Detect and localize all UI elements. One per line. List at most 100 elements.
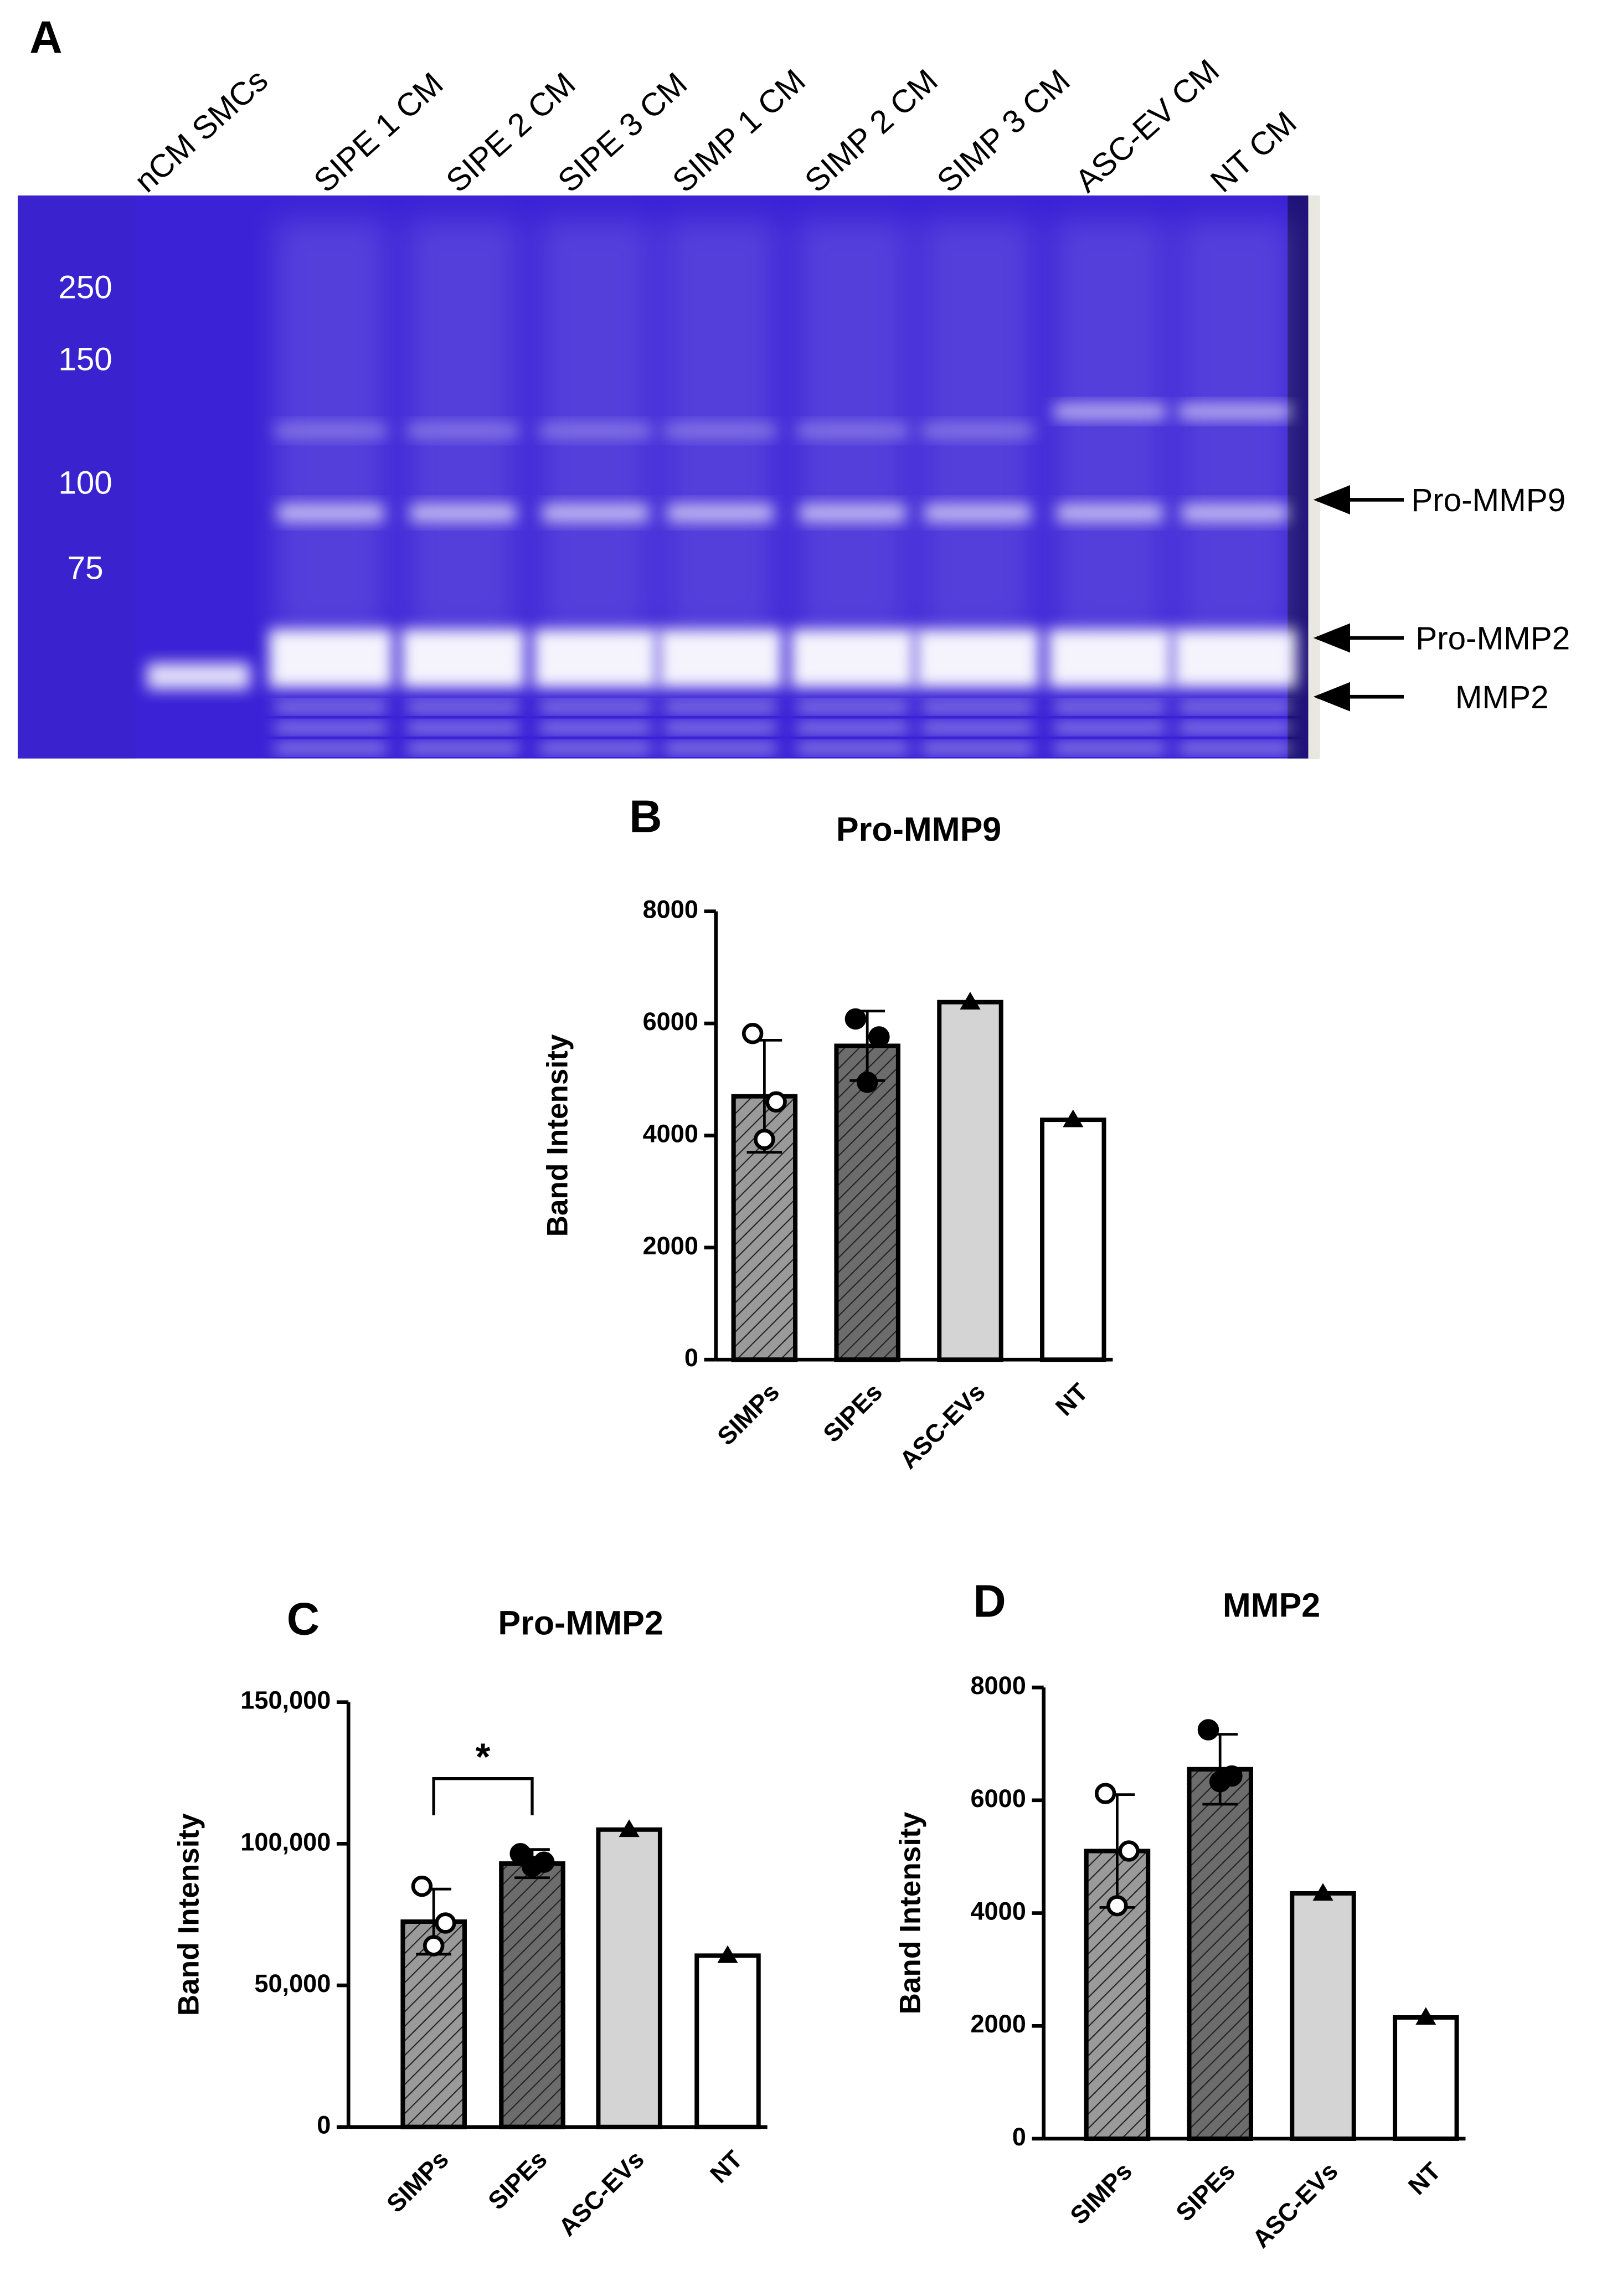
lane-label: SIPE 1 CM xyxy=(307,66,450,199)
x-tick-label: SIPEs xyxy=(482,2145,552,2215)
band xyxy=(269,629,393,688)
y-tick-label: 0 xyxy=(317,2111,331,2139)
gel-edge xyxy=(17,195,136,759)
band-label: MMP2 xyxy=(1455,679,1549,715)
data-point xyxy=(754,1129,775,1150)
bar xyxy=(1393,2015,1459,2141)
band xyxy=(1054,723,1166,732)
band xyxy=(1182,504,1288,522)
marker-label: 100 xyxy=(58,465,112,501)
band xyxy=(924,504,1031,522)
bar xyxy=(1290,1891,1356,2141)
band xyxy=(1054,404,1166,419)
band xyxy=(1178,404,1291,419)
band xyxy=(542,504,648,522)
data-point xyxy=(1106,1895,1128,1917)
x-tick-label: SIMPs xyxy=(381,2145,454,2218)
band xyxy=(921,723,1034,732)
band xyxy=(277,504,384,522)
marker-label: 150 xyxy=(58,341,112,377)
data-point xyxy=(717,1945,738,1963)
band xyxy=(1057,504,1163,522)
bar xyxy=(596,1827,662,2129)
band xyxy=(1178,744,1291,753)
bar xyxy=(937,1000,1003,1362)
band xyxy=(539,744,651,753)
lane-label: SIMP 1 CM xyxy=(666,63,812,199)
lane-label: NT CM xyxy=(1204,105,1304,199)
significance-bracket xyxy=(432,1777,534,1816)
gel xyxy=(17,195,1320,759)
band xyxy=(800,504,906,522)
bar-hatch xyxy=(499,1861,565,2129)
y-tick-label: 6000 xyxy=(643,1007,698,1036)
x-tick-label: NT xyxy=(1403,2156,1446,2200)
smear xyxy=(1178,220,1291,632)
band xyxy=(1054,744,1166,753)
y-tick-label: 0 xyxy=(684,1343,698,1372)
y-tick-label: 2000 xyxy=(970,2010,1026,2038)
smear xyxy=(1054,220,1166,632)
x-tick-label: SIMPs xyxy=(712,1378,785,1451)
lane-label: SIMP 3 CM xyxy=(930,63,1077,199)
band xyxy=(796,702,909,712)
y-tick-label: 0 xyxy=(1012,2123,1026,2151)
band xyxy=(1048,629,1172,688)
data-point xyxy=(423,1935,445,1957)
y-tick-label: 2000 xyxy=(643,1232,698,1260)
data-point xyxy=(856,1072,878,1093)
band xyxy=(275,744,387,753)
data-point xyxy=(765,1091,787,1113)
bar-hatch xyxy=(1187,1767,1253,2141)
band xyxy=(664,423,776,438)
band xyxy=(796,744,909,753)
band xyxy=(1054,702,1166,712)
data-point xyxy=(1094,1783,1116,1804)
x-tick-label: ASC-EVs xyxy=(894,1378,990,1474)
band-label: Pro-MMP2 xyxy=(1415,621,1570,657)
bar xyxy=(694,1953,761,2129)
bar-hatch xyxy=(834,1043,900,1362)
band xyxy=(407,744,519,753)
data-point xyxy=(960,992,981,1010)
x-tick-label: SIPEs xyxy=(1170,2157,1240,2227)
data-point xyxy=(741,1023,764,1044)
y-axis-label: Band Intensity xyxy=(894,1811,927,2014)
y-tick-label: 4000 xyxy=(643,1119,698,1147)
band xyxy=(539,423,651,438)
data-point xyxy=(1415,2007,1436,2025)
x-tick-label: NT xyxy=(704,2145,748,2189)
data-point xyxy=(411,1875,433,1897)
y-tick-label: 100,000 xyxy=(240,1827,331,1856)
lane-label: ASC-EV CM xyxy=(1069,53,1227,199)
band xyxy=(796,723,909,732)
band xyxy=(1178,723,1291,732)
y-tick-label: 6000 xyxy=(970,1784,1026,1813)
band xyxy=(275,723,387,732)
chart-title: Pro-MMP9 xyxy=(836,810,1001,848)
band xyxy=(147,663,250,689)
band xyxy=(407,723,519,732)
band xyxy=(915,629,1039,688)
band xyxy=(658,629,782,688)
data-point xyxy=(868,1026,890,1048)
data-point xyxy=(1312,1883,1333,1901)
band xyxy=(921,423,1034,438)
y-axis-label: Band Intensity xyxy=(542,1034,574,1237)
band xyxy=(539,723,651,732)
y-tick-label: 4000 xyxy=(970,1897,1026,1925)
data-point xyxy=(435,1912,456,1934)
data-point xyxy=(1118,1840,1140,1862)
data-point xyxy=(619,1819,640,1837)
data-point xyxy=(1197,1719,1219,1741)
significance-label: * xyxy=(476,1736,491,1778)
x-tick-label: SIMPs xyxy=(1064,2157,1137,2230)
y-tick-label: 50,000 xyxy=(254,1969,331,1998)
gel-edge xyxy=(1308,195,1320,759)
lane-label: SIMP 2 CM xyxy=(798,63,944,199)
band xyxy=(410,504,516,522)
band xyxy=(921,702,1034,712)
panel-letter: A xyxy=(29,13,62,63)
